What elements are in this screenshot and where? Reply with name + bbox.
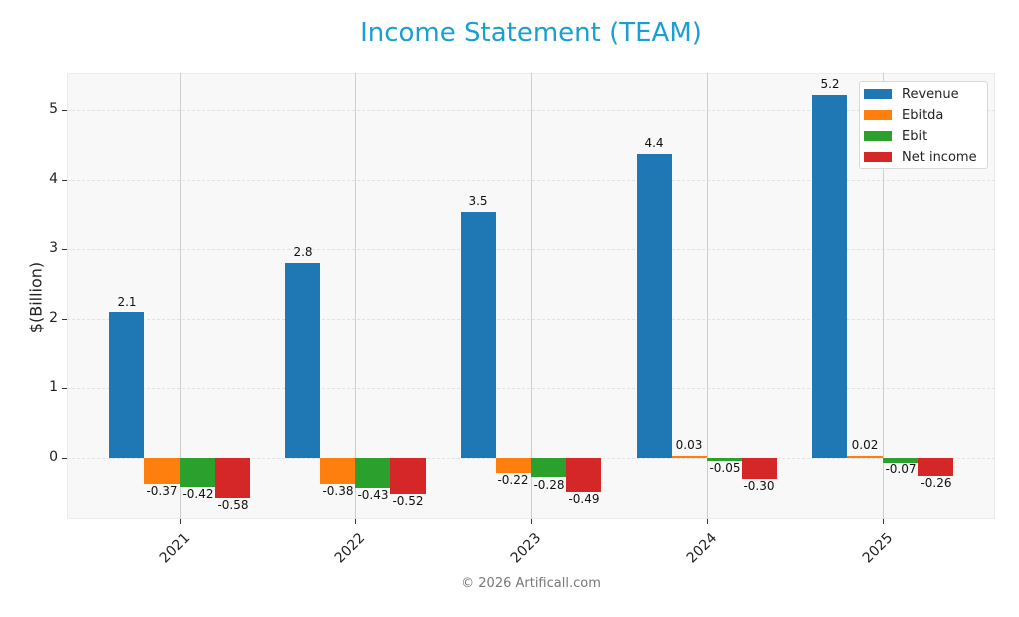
y-tick <box>62 180 67 181</box>
copyright-footer: © 2026 Artificall.com <box>461 576 601 591</box>
bar-ebitda-2022 <box>320 458 355 484</box>
bar-net-income-2023 <box>566 458 601 492</box>
y-tick <box>62 388 67 389</box>
x-tick <box>180 519 181 524</box>
legend-label: Net income <box>902 149 977 165</box>
value-label: -0.42 <box>182 487 214 501</box>
y-tick <box>62 458 67 459</box>
legend-swatch-icon <box>864 110 892 120</box>
value-label: -0.07 <box>885 462 917 476</box>
bar-net-income-2021 <box>215 458 250 498</box>
value-label: 0.03 <box>675 438 703 452</box>
value-label: -0.28 <box>533 478 565 492</box>
legend-swatch-icon <box>864 89 892 99</box>
gridline-x-2025 <box>883 73 884 519</box>
bar-ebit-2024 <box>707 458 742 461</box>
value-label: 0.02 <box>851 438 879 452</box>
value-label: -0.43 <box>357 488 389 502</box>
legend-swatch-icon <box>864 131 892 141</box>
bar-ebit-2022 <box>355 458 390 488</box>
x-tick <box>883 519 884 524</box>
legend-label: Ebitda <box>902 107 944 123</box>
y-tick-label: 1 <box>49 379 58 395</box>
value-label: -0.38 <box>322 484 354 498</box>
bar-revenue-2023 <box>461 212 496 458</box>
bar-net-income-2025 <box>918 458 953 476</box>
gridline-x-2021 <box>180 73 181 519</box>
value-label: -0.22 <box>497 473 529 487</box>
value-label: -0.30 <box>743 479 775 493</box>
gridline-x-2024 <box>707 73 708 519</box>
value-label: -0.58 <box>217 498 249 512</box>
value-label: 4.4 <box>644 136 664 150</box>
bar-ebitda-2023 <box>496 458 531 473</box>
bar-ebitda-2025 <box>847 456 883 458</box>
legend-label: Ebit <box>902 128 928 144</box>
legend-swatch-icon <box>864 152 892 162</box>
bar-ebitda-2021 <box>144 458 180 484</box>
value-label: 2.8 <box>293 245 313 259</box>
y-tick <box>62 249 67 250</box>
value-label: -0.05 <box>709 461 741 475</box>
bar-revenue-2025 <box>812 95 847 458</box>
bar-ebit-2021 <box>180 458 215 487</box>
chart-title: Income Statement (TEAM) <box>360 18 702 48</box>
value-label: 3.5 <box>468 194 488 208</box>
y-tick-label: 4 <box>49 171 58 187</box>
bar-net-income-2022 <box>390 458 426 494</box>
bar-net-income-2024 <box>742 458 777 479</box>
x-tick <box>355 519 356 524</box>
value-label: -0.26 <box>920 476 952 490</box>
legend-item-revenue: Revenue <box>864 84 959 104</box>
bar-ebit-2023 <box>531 458 566 477</box>
legend-item-ebit: Ebit <box>864 126 927 146</box>
y-tick-label: 2 <box>49 310 58 326</box>
legend: Revenue Ebitda Ebit Net income <box>859 81 988 169</box>
gridline-x-2022 <box>355 73 356 519</box>
y-tick-label: 0 <box>49 449 58 465</box>
value-label: 5.2 <box>820 77 840 91</box>
y-tick-label: 3 <box>49 240 58 256</box>
y-tick <box>62 110 67 111</box>
y-axis-title: $(Billion) <box>26 261 46 334</box>
value-label: -0.37 <box>146 484 178 498</box>
x-tick <box>707 519 708 524</box>
legend-item-net-income: Net income <box>864 147 977 167</box>
bar-ebitda-2024 <box>672 456 707 458</box>
legend-item-ebitda: Ebitda <box>864 105 943 125</box>
bar-revenue-2022 <box>285 263 320 458</box>
y-tick <box>62 319 67 320</box>
value-label: -0.52 <box>392 494 424 508</box>
value-label: 2.1 <box>117 295 137 309</box>
legend-label: Revenue <box>902 86 959 102</box>
y-tick-label: 5 <box>49 101 58 117</box>
bar-revenue-2021 <box>109 312 144 458</box>
bar-ebit-2025 <box>883 458 918 463</box>
x-tick <box>531 519 532 524</box>
gridline-x-2023 <box>531 73 532 519</box>
value-label: -0.49 <box>568 492 600 506</box>
bar-revenue-2024 <box>637 154 672 458</box>
